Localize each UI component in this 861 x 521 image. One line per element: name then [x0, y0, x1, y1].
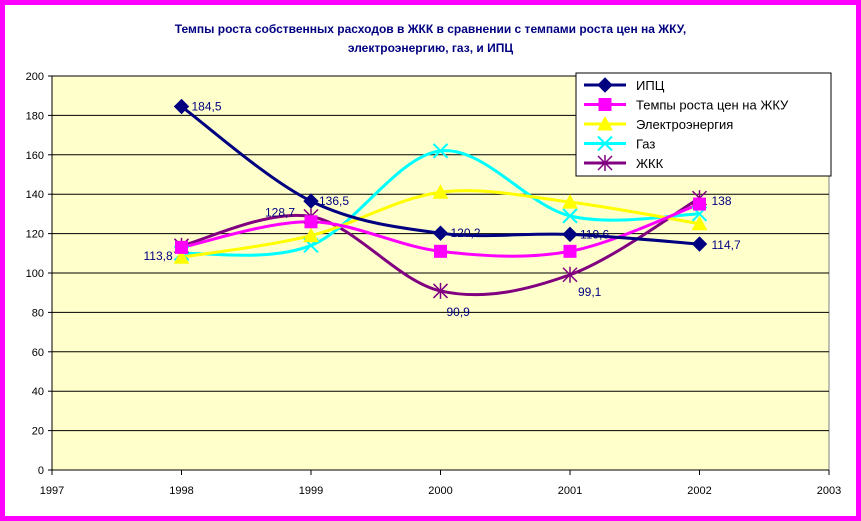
data-label-ipc: 136,5: [319, 194, 349, 208]
data-point-0-3: [562, 226, 578, 243]
x-tick-label: 2002: [687, 485, 711, 497]
data-point-1-4-shape: [693, 197, 706, 211]
data-point-1-1-shape: [304, 215, 318, 229]
data-point-0-2: [432, 225, 449, 241]
data-point-3-2-shape: [432, 143, 449, 159]
data-point-2-2: [432, 184, 449, 199]
y-tick-label: 40: [32, 386, 44, 398]
data-point-2-3-shape: [562, 194, 578, 209]
data-point-1-3-shape: [563, 244, 577, 258]
data-label-zhkk: 113,8: [144, 249, 173, 263]
data-label-ipc: 184,5: [192, 100, 222, 114]
data-point-2-1: [303, 227, 319, 243]
legend-label-2: Электроэнергия: [636, 117, 733, 132]
x-tick-label: 2000: [428, 485, 452, 497]
legend-marker-3: [597, 135, 613, 152]
data-point-4-3: [562, 266, 578, 283]
legend-label-0: ИПЦ: [636, 78, 665, 93]
legend-marker-2-shape: [597, 115, 613, 131]
data-label-zhkk: 90,9: [447, 305, 471, 319]
data-point-3-2: [432, 143, 449, 159]
data-label-ipc: 120,2: [451, 226, 481, 240]
data-label-ipc: 119,6: [580, 227, 609, 241]
y-tick-label: 140: [26, 189, 44, 201]
data-point-1-1: [304, 215, 318, 229]
data-point-0-1-shape: [303, 193, 319, 209]
x-tick-label: 2001: [558, 485, 582, 497]
y-tick-label: 20: [32, 426, 44, 438]
legend-marker-4-shape: [597, 155, 613, 171]
data-point-1-0-shape: [175, 240, 188, 254]
legend-marker-0-shape: [597, 77, 613, 93]
legend-marker-1: [598, 98, 612, 111]
y-tick-label: 100: [26, 268, 44, 280]
data-point-4-2: [432, 282, 449, 299]
data-point-0-4-shape: [691, 236, 708, 252]
legend-marker-2: [597, 115, 613, 131]
data-point-2-1-shape: [303, 227, 319, 243]
y-tick-label: 0: [38, 465, 44, 477]
legend-marker-0: [597, 77, 613, 93]
legend-label-3: Газ: [636, 137, 655, 152]
legend-marker-3-shape: [597, 135, 613, 152]
data-point-0-4: [691, 236, 708, 252]
data-point-0-0-shape: [173, 98, 190, 115]
data-label-zhkk: 99,1: [578, 285, 602, 299]
data-label-zhkk: 138: [712, 194, 732, 208]
chart-title: Темпы роста собственных расходов в ЖКК в…: [0, 20, 861, 58]
data-label-zhkk: 128,7: [265, 205, 295, 219]
chart-title-line-1: Темпы роста собственных расходов в ЖКК в…: [174, 22, 687, 36]
data-point-2-0: [173, 249, 190, 264]
legend-label-1: Темпы роста цен на ЖКУ: [636, 98, 789, 113]
y-tick-label: 200: [26, 71, 44, 83]
data-point-3-3: [562, 208, 578, 224]
data-label-ipc: 114,7: [712, 238, 741, 252]
data-point-2-4-shape: [691, 215, 708, 231]
chart-title-line-2: электроэнергию, газ, и ИПЦ: [347, 41, 514, 55]
data-point-2-4: [691, 215, 708, 231]
x-tick-label: 1999: [299, 485, 323, 497]
x-tick-label: 2003: [817, 485, 841, 497]
data-point-0-0: [173, 98, 190, 115]
data-point-1-2-shape: [434, 244, 447, 258]
data-point-0-2-shape: [432, 225, 449, 241]
legend-marker-4: [597, 155, 613, 171]
data-point-2-3: [562, 194, 578, 209]
y-tick-label: 160: [26, 150, 44, 162]
data-point-1-4: [693, 197, 706, 211]
x-tick-label: 1998: [169, 485, 193, 497]
y-tick-label: 180: [26, 110, 44, 122]
data-point-4-2-shape: [432, 282, 449, 299]
data-point-1-2: [434, 244, 447, 258]
data-point-1-0: [175, 240, 188, 254]
data-point-0-1: [303, 193, 319, 209]
data-point-3-3-shape: [562, 208, 578, 224]
y-tick-label: 60: [32, 347, 44, 359]
y-tick-label: 120: [26, 229, 44, 241]
data-point-4-3-shape: [562, 266, 578, 283]
y-tick-label: 80: [32, 307, 44, 319]
legend-marker-1-shape: [598, 98, 612, 111]
data-point-2-2-shape: [432, 184, 449, 199]
data-point-1-3: [563, 244, 577, 258]
x-tick-label: 1997: [40, 485, 64, 497]
legend-label-4: ЖКК: [636, 156, 664, 171]
data-point-0-3-shape: [562, 226, 578, 243]
data-point-2-0-shape: [173, 249, 190, 264]
